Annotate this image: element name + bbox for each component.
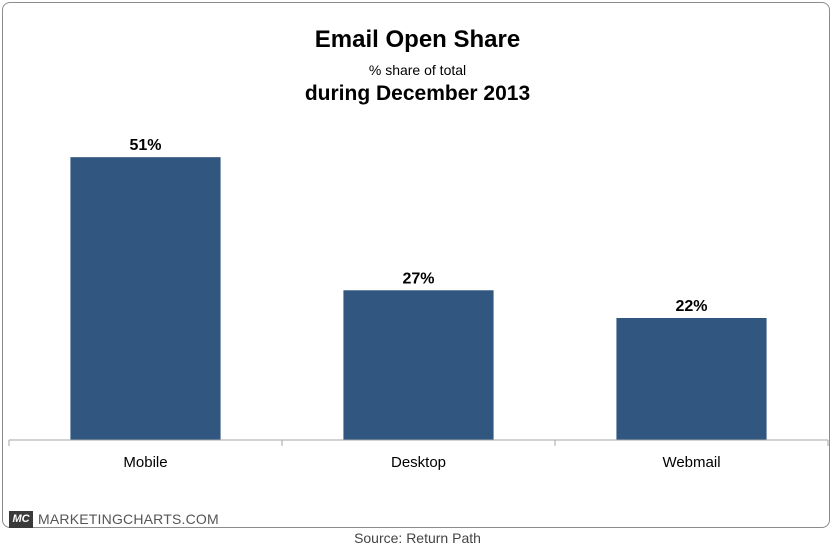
chart-subtitle: % share of total: [368, 62, 467, 78]
mc-logo: MC: [9, 511, 33, 528]
tick-label-webmail: Webmail: [662, 454, 720, 471]
brand-name: MARKETINGCHARTS.COM: [38, 511, 219, 527]
data-label-desktop: 27%: [402, 270, 434, 287]
tick-label-mobile: Mobile: [123, 454, 167, 471]
chart-title: Email Open Share: [314, 26, 521, 53]
source-note: Source: Return Path: [354, 530, 481, 546]
bar-webmail: [616, 318, 767, 440]
data-label-mobile: 51%: [129, 137, 161, 154]
bar-mobile: [70, 157, 221, 440]
chart-period: during December 2013: [304, 82, 531, 105]
tick-label-desktop: Desktop: [391, 454, 446, 471]
data-label-webmail: 22%: [675, 298, 707, 315]
bar-desktop: [343, 290, 494, 440]
